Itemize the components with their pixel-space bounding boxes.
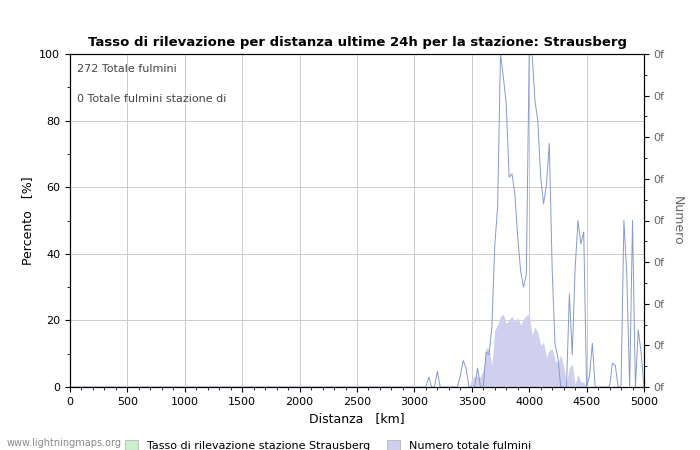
Text: 272 Totale fulmini: 272 Totale fulmini xyxy=(77,64,176,74)
X-axis label: Distanza   [km]: Distanza [km] xyxy=(309,412,405,425)
Text: www.lightningmaps.org: www.lightningmaps.org xyxy=(7,437,122,447)
Text: 0 Totale fulmini stazione di: 0 Totale fulmini stazione di xyxy=(77,94,226,104)
Y-axis label: Percento   [%]: Percento [%] xyxy=(21,176,34,265)
Legend: Tasso di rilevazione stazione Strausberg, Numero totale fulmini: Tasso di rilevazione stazione Strausberg… xyxy=(120,436,536,450)
Y-axis label: Numero: Numero xyxy=(671,196,684,245)
Title: Tasso di rilevazione per distanza ultime 24h per la stazione: Strausberg: Tasso di rilevazione per distanza ultime… xyxy=(88,36,626,49)
